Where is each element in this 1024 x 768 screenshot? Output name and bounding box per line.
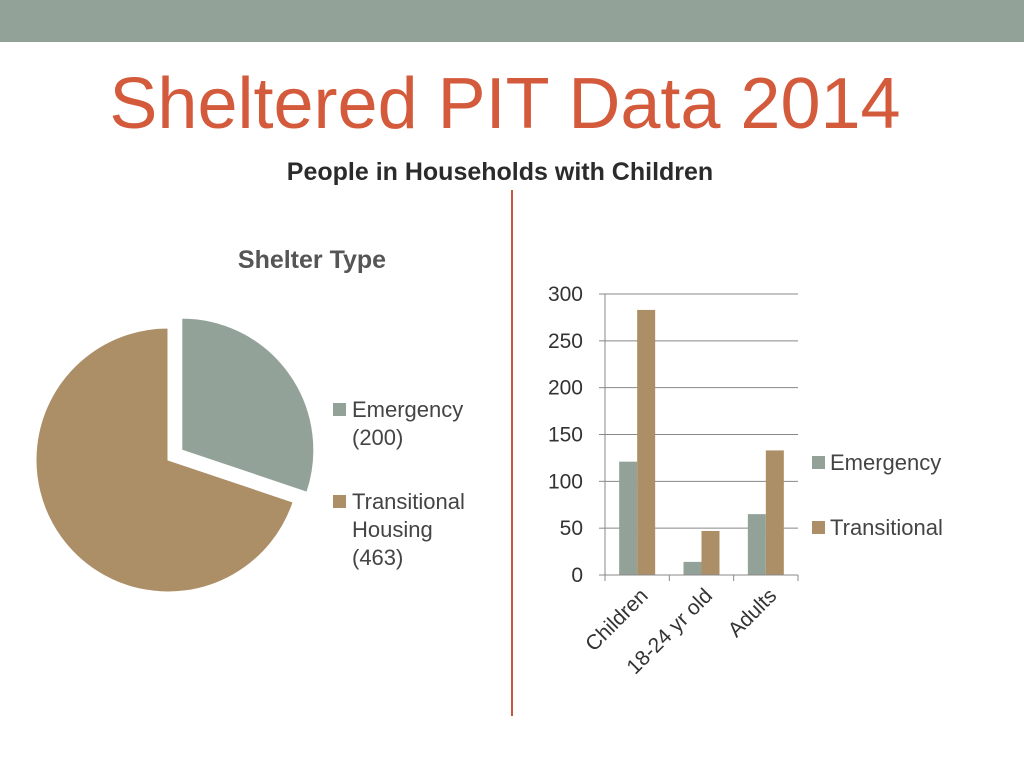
y-tick-label: 200	[548, 377, 583, 400]
bar-transitional-children	[637, 309, 656, 575]
bar-emergency-children	[619, 461, 638, 575]
bar-transitional-adults	[765, 450, 784, 575]
y-tick-label: 300	[548, 283, 583, 306]
pie-legend-label-transitional-housing: Housing	[352, 517, 433, 542]
bar-emergency-18-24-yr-old	[683, 561, 702, 575]
bar-emergency-adults	[747, 514, 766, 575]
pie-legend-label-transitional-housing: Transitional	[352, 489, 465, 514]
top-band	[0, 0, 1024, 42]
pie-chart: Shelter Type Emergency (200) Transitional H…	[35, 246, 465, 593]
divider-line	[511, 190, 513, 716]
pie-slice-transitional-housing	[35, 327, 294, 593]
bar-legend-label-emergency: Emergency	[830, 450, 941, 475]
slide-subtitle: People in Households with Children	[286, 158, 714, 186]
pie-legend-swatch-transitional-housing	[333, 495, 346, 508]
pie-slice-emergency	[181, 317, 315, 493]
y-tick-label: 150	[548, 424, 583, 447]
x-tick-label: Adults	[724, 584, 782, 642]
bar-legend-swatch-transitional	[812, 521, 825, 534]
bar-legend-label-transitional: Transitional	[830, 515, 943, 540]
pie-title: Shelter Type	[238, 246, 386, 274]
pie-legend-label-transitional-housing: (463)	[352, 545, 403, 570]
bar-legend-swatch-emergency	[812, 456, 825, 469]
bar-transitional-18-24-yr-old	[701, 530, 720, 575]
pie-legend-label-emergency: (200)	[352, 425, 403, 450]
y-tick-label: 100	[548, 470, 583, 493]
y-tick-label: 0	[571, 564, 583, 587]
pie-legend-swatch-emergency	[333, 403, 346, 416]
slide-title: Sheltered PIT Data 2014	[109, 64, 901, 144]
y-tick-label: 50	[560, 517, 583, 540]
y-tick-label: 250	[548, 330, 583, 353]
pie-legend-label-emergency: Emergency	[352, 397, 463, 422]
